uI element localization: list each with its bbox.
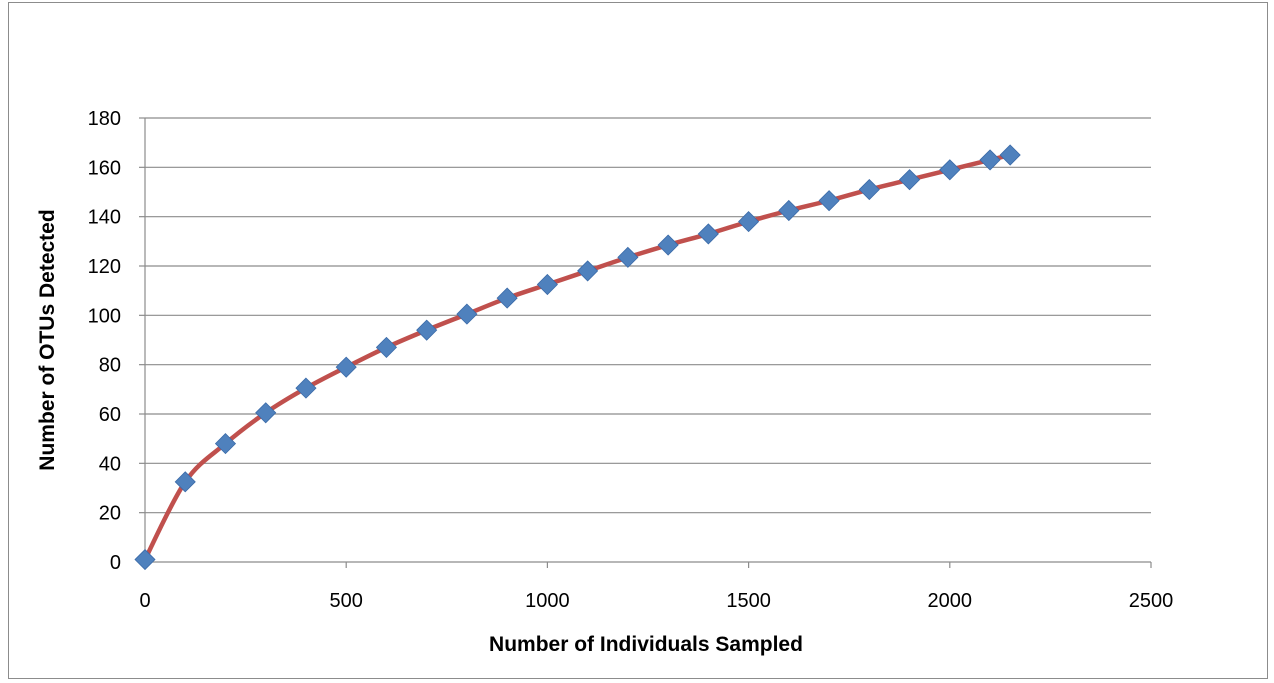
data-point-1500 bbox=[738, 211, 760, 233]
data-point-1700 bbox=[818, 190, 840, 212]
data-point-900 bbox=[496, 287, 518, 309]
gridlines bbox=[145, 117, 1151, 514]
y-tick-label-80: 80 bbox=[99, 355, 121, 377]
data-point-2150 bbox=[999, 144, 1021, 166]
x-axis-title: Number of Individuals Sampled bbox=[489, 633, 803, 656]
data-point-1400 bbox=[697, 223, 719, 245]
y-tick-label-180: 180 bbox=[88, 108, 121, 130]
x-tick-label-2000: 2000 bbox=[928, 590, 973, 612]
x-tick-label-1000: 1000 bbox=[525, 590, 570, 612]
y-tick-labels: 0 20 40 60 80 100 120 140 160 180 bbox=[88, 108, 121, 574]
data-point-200 bbox=[214, 433, 237, 455]
x-tick-label-0: 0 bbox=[139, 590, 150, 612]
data-point-2000 bbox=[939, 159, 961, 181]
chart-frame bbox=[8, 2, 1268, 679]
data-point-800 bbox=[456, 303, 478, 325]
data-point-1900 bbox=[898, 169, 921, 191]
data-point-100 bbox=[174, 471, 196, 493]
data-point-1200 bbox=[617, 246, 639, 268]
x-tick-label-2500: 2500 bbox=[1129, 590, 1174, 612]
data-series bbox=[134, 144, 1021, 571]
y-tick-label-160: 160 bbox=[88, 157, 121, 179]
y-tick-label-60: 60 bbox=[99, 404, 121, 426]
data-point-1000 bbox=[536, 273, 558, 296]
data-point-2100 bbox=[979, 149, 1001, 171]
data-point-1600 bbox=[778, 199, 800, 222]
y-tick-label-0: 0 bbox=[110, 552, 121, 574]
data-point-600 bbox=[375, 336, 398, 358]
y-axis-title: Number of OTUs Detected bbox=[36, 209, 59, 470]
data-point-400 bbox=[295, 377, 317, 399]
y-tick-label-120: 120 bbox=[88, 256, 121, 278]
y-tick-label-20: 20 bbox=[99, 503, 121, 525]
x-tick-label-500: 500 bbox=[330, 590, 363, 612]
y-tick-label-40: 40 bbox=[99, 453, 121, 475]
y-tick-label-140: 140 bbox=[88, 207, 121, 229]
data-point-700 bbox=[416, 319, 438, 341]
data-point-1300 bbox=[657, 234, 679, 256]
axes bbox=[139, 117, 1152, 568]
x-tick-labels: 0 500 1000 1500 2000 2500 bbox=[139, 590, 1173, 612]
series-line-0 bbox=[142, 152, 1013, 562]
data-point-0 bbox=[134, 548, 156, 571]
data-point-300 bbox=[255, 402, 277, 424]
y-tick-label-100: 100 bbox=[88, 305, 121, 327]
data-point-1800 bbox=[858, 178, 880, 201]
x-tick-label-1500: 1500 bbox=[726, 590, 771, 612]
data-point-500 bbox=[335, 356, 357, 378]
data-point-1100 bbox=[577, 260, 599, 282]
